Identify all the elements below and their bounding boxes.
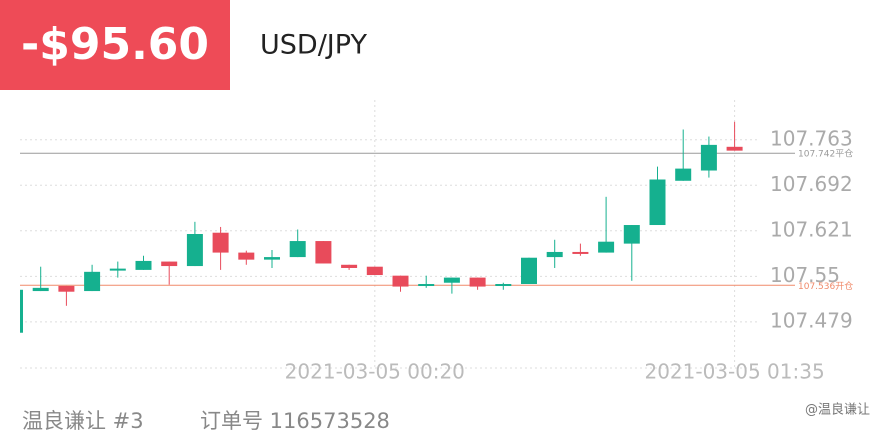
candle-body (32, 287, 49, 292)
candle-body (623, 225, 640, 244)
candle-body (161, 261, 178, 267)
candle-body (264, 257, 280, 260)
candle-body (109, 268, 126, 271)
candle-body (726, 146, 743, 151)
candle-body (495, 284, 512, 287)
candle-body (238, 252, 255, 260)
pnl-box (0, 0, 230, 90)
candle-body (341, 264, 358, 268)
candle-body (469, 277, 486, 287)
candle-body (418, 284, 435, 287)
symbol: USD/JPY (260, 30, 367, 61)
y-tick-label: 107.479 (770, 308, 853, 332)
candle-body (546, 251, 563, 258)
y-tick-label: 107.621 (770, 217, 853, 241)
candle-body (572, 251, 589, 254)
candles (20, 121, 743, 333)
candle-body (315, 241, 332, 264)
candle-body (135, 260, 152, 270)
candle-body (366, 266, 383, 276)
candle-body (212, 232, 229, 253)
candle-body (443, 277, 460, 283)
account: 温良谦让 #3 (22, 409, 144, 433)
candle-body (186, 234, 203, 267)
candle-body (649, 179, 666, 226)
y-tick-label: 107.55 (770, 263, 840, 287)
candle-body (58, 285, 75, 292)
candle-body (392, 275, 409, 287)
pnl: -$95.60 (21, 19, 209, 70)
candle-body (20, 289, 23, 333)
candle-body (84, 271, 101, 292)
candle-body (598, 241, 615, 253)
candle-body (289, 241, 306, 258)
chart: 107.479 107.55 107.621 107.692 107.763 2021-0… (20, 100, 853, 384)
price-line-label: 107.536开仓 (798, 280, 853, 292)
x-tick-label: 2021-03-05 01:35 (644, 360, 824, 384)
y-tick-label: 107.763 (770, 126, 853, 150)
candle-body (675, 168, 692, 181)
candle-body (521, 257, 537, 285)
order-number: 订单号 116573528 (200, 409, 390, 433)
y-tick-label: 107.692 (770, 172, 853, 196)
x-tick-label: 2021-03-05 00:20 (285, 360, 465, 384)
price-line-label: 107.742平仓 (798, 148, 853, 160)
watermark: @温良谦让 (805, 402, 870, 418)
candle-body (700, 144, 717, 171)
